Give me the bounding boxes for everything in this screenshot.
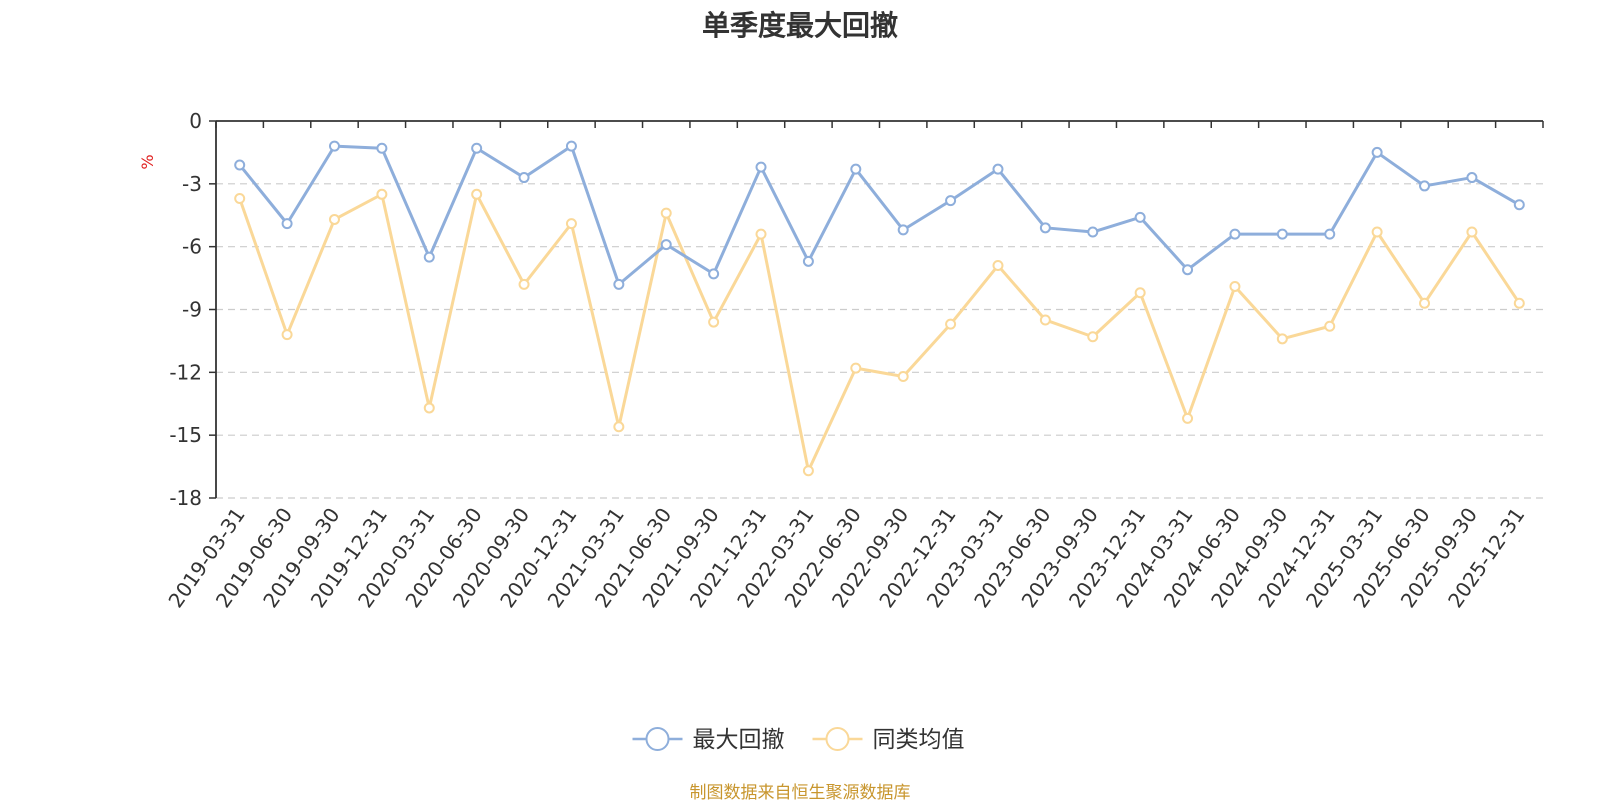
legend-label: 同类均值 bbox=[873, 727, 965, 753]
data-point bbox=[376, 142, 388, 154]
data-point bbox=[423, 402, 435, 414]
data-point bbox=[518, 278, 530, 290]
y-tick-label: -9 bbox=[182, 298, 202, 322]
data-point bbox=[1466, 226, 1478, 238]
data-point bbox=[1039, 222, 1051, 234]
data-point bbox=[1276, 228, 1288, 240]
y-tick-label: -15 bbox=[169, 423, 202, 447]
data-point bbox=[755, 228, 767, 240]
data-point bbox=[897, 224, 909, 236]
data-point bbox=[755, 161, 767, 173]
data-point bbox=[660, 239, 672, 251]
data-point bbox=[1229, 280, 1241, 292]
data-point bbox=[992, 260, 1004, 272]
data-point bbox=[1134, 211, 1146, 223]
data-point bbox=[1276, 333, 1288, 345]
data-point bbox=[565, 218, 577, 230]
data-point bbox=[613, 278, 625, 290]
data-point bbox=[281, 329, 293, 341]
legend-item-1[interactable]: 最大回撤 bbox=[632, 727, 785, 753]
data-point bbox=[234, 159, 246, 171]
data-point bbox=[802, 255, 814, 267]
source-note: 制图数据来自恒生聚源数据库 bbox=[689, 783, 911, 803]
data-point bbox=[1324, 228, 1336, 240]
data-point bbox=[1087, 331, 1099, 343]
data-point bbox=[376, 188, 388, 200]
data-point bbox=[1182, 412, 1194, 424]
series-line bbox=[238, 144, 1521, 286]
data-point bbox=[850, 362, 862, 374]
data-point bbox=[708, 316, 720, 328]
series-layer bbox=[234, 140, 1525, 477]
data-point bbox=[565, 140, 577, 152]
data-point bbox=[708, 268, 720, 280]
chart-title: 单季度最大回撤 bbox=[701, 9, 898, 42]
series-2 bbox=[234, 188, 1525, 477]
data-point bbox=[1419, 297, 1431, 309]
series-1 bbox=[234, 140, 1525, 290]
y-tick-label: -3 bbox=[182, 172, 202, 196]
data-point bbox=[1134, 287, 1146, 299]
data-point bbox=[660, 207, 672, 219]
data-point bbox=[234, 192, 246, 204]
data-point bbox=[281, 218, 293, 230]
data-point bbox=[1419, 180, 1431, 192]
legend-marker bbox=[825, 727, 850, 751]
data-point bbox=[945, 195, 957, 207]
axes: 0-3-6-9-12-15-182019-03-312019-06-302019… bbox=[138, 109, 1544, 612]
y-tick-label: 0 bbox=[189, 109, 202, 133]
data-point bbox=[897, 371, 909, 383]
data-point bbox=[1324, 320, 1336, 332]
data-point bbox=[1182, 264, 1194, 276]
legend[interactable]: 最大回撤 同类均值 bbox=[632, 727, 965, 753]
data-point bbox=[850, 163, 862, 175]
data-point bbox=[1466, 172, 1478, 184]
data-point bbox=[1229, 228, 1241, 240]
y-tick-label: -12 bbox=[169, 360, 202, 384]
data-point bbox=[1513, 297, 1525, 309]
y-axis-unit: % bbox=[138, 154, 157, 169]
legend-label: 最大回撤 bbox=[693, 727, 785, 753]
data-point bbox=[471, 142, 483, 154]
data-point bbox=[1039, 314, 1051, 326]
y-tick-label: -18 bbox=[169, 486, 202, 510]
data-point bbox=[471, 188, 483, 200]
series-line bbox=[238, 192, 1521, 473]
data-point bbox=[518, 172, 530, 184]
data-point bbox=[802, 465, 814, 477]
data-point bbox=[1087, 226, 1099, 238]
data-point bbox=[328, 213, 340, 225]
data-point bbox=[992, 163, 1004, 175]
data-point bbox=[1371, 226, 1383, 238]
legend-marker bbox=[645, 727, 670, 751]
y-tick-label: -6 bbox=[182, 235, 202, 259]
legend-item-2[interactable]: 同类均值 bbox=[812, 727, 965, 753]
data-point bbox=[423, 251, 435, 263]
data-point bbox=[613, 421, 625, 433]
data-point bbox=[1371, 146, 1383, 158]
data-point bbox=[1513, 199, 1525, 211]
data-point bbox=[945, 318, 957, 330]
data-point bbox=[328, 140, 340, 152]
